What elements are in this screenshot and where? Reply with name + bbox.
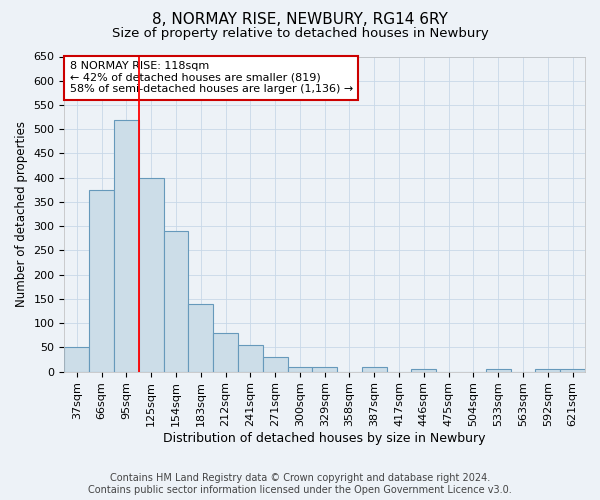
- Text: Contains HM Land Registry data © Crown copyright and database right 2024.
Contai: Contains HM Land Registry data © Crown c…: [88, 474, 512, 495]
- Bar: [89, 190, 114, 372]
- Bar: [486, 370, 511, 372]
- Bar: [188, 304, 213, 372]
- Bar: [412, 370, 436, 372]
- Bar: [64, 348, 89, 372]
- Bar: [287, 367, 313, 372]
- Bar: [213, 333, 238, 372]
- Y-axis label: Number of detached properties: Number of detached properties: [15, 121, 28, 307]
- Text: 8 NORMAY RISE: 118sqm
← 42% of detached houses are smaller (819)
58% of semi-det: 8 NORMAY RISE: 118sqm ← 42% of detached …: [70, 61, 353, 94]
- Bar: [114, 120, 139, 372]
- Bar: [362, 367, 386, 372]
- Bar: [313, 367, 337, 372]
- Bar: [560, 370, 585, 372]
- Text: Size of property relative to detached houses in Newbury: Size of property relative to detached ho…: [112, 28, 488, 40]
- Bar: [139, 178, 164, 372]
- X-axis label: Distribution of detached houses by size in Newbury: Distribution of detached houses by size …: [163, 432, 486, 445]
- Bar: [263, 357, 287, 372]
- Bar: [535, 370, 560, 372]
- Text: 8, NORMAY RISE, NEWBURY, RG14 6RY: 8, NORMAY RISE, NEWBURY, RG14 6RY: [152, 12, 448, 28]
- Bar: [164, 231, 188, 372]
- Bar: [238, 345, 263, 372]
